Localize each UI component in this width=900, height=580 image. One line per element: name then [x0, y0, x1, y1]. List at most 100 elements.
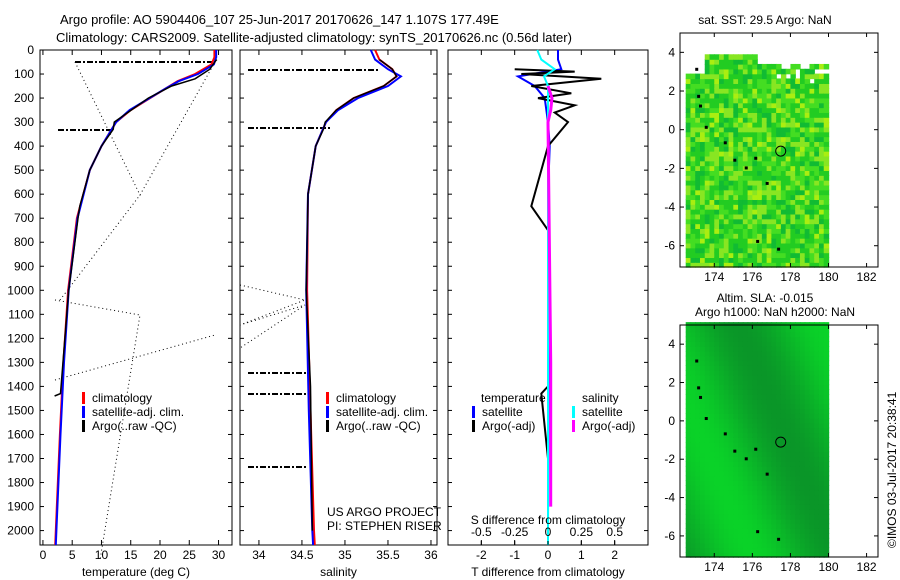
map-cell	[742, 160, 749, 167]
map-cell	[742, 68, 749, 75]
map-cell	[818, 242, 825, 249]
map-cell	[780, 480, 787, 486]
map-cell	[738, 150, 744, 157]
map-cell	[818, 422, 825, 429]
map-cell	[728, 117, 734, 123]
map-cell	[723, 413, 730, 419]
map-cell	[823, 374, 830, 381]
s-diff-argo-line	[546, 85, 554, 507]
map-cell	[709, 59, 715, 65]
map-cell	[728, 233, 734, 239]
map-cell	[695, 160, 701, 167]
map-cell	[766, 228, 773, 234]
map-cell	[752, 355, 758, 362]
map-cell	[723, 465, 730, 472]
map-cell	[704, 155, 711, 162]
map-cell	[704, 465, 711, 472]
map-cell	[719, 441, 725, 448]
map-cell	[790, 233, 796, 239]
map-cell	[785, 350, 792, 357]
map-cell	[814, 252, 820, 259]
map-cell	[723, 547, 730, 553]
map-cell	[728, 451, 734, 458]
map-cell	[733, 533, 739, 539]
map-cell	[747, 523, 754, 529]
map-cell	[699, 97, 706, 104]
map-cell	[780, 228, 787, 234]
map-cell	[695, 360, 701, 366]
map-cell	[804, 341, 811, 347]
map-cell	[704, 223, 711, 230]
map-cell	[818, 446, 825, 453]
map-cell	[790, 242, 796, 249]
map-cell	[757, 165, 763, 171]
map-cell	[728, 408, 734, 414]
map-cell	[738, 504, 744, 510]
map-cell	[814, 537, 820, 544]
map-cell	[776, 494, 782, 501]
map-cell	[742, 262, 749, 268]
map-cell	[809, 73, 815, 80]
map-cell	[757, 379, 763, 386]
map-cell	[818, 461, 825, 467]
map-cell	[699, 102, 706, 109]
map-cell	[704, 54, 711, 60]
map-cell	[790, 427, 796, 434]
map-cell	[709, 365, 715, 371]
map-cell	[747, 379, 754, 386]
map-cell	[699, 194, 706, 201]
map-cell	[714, 189, 720, 196]
map-cell	[685, 398, 692, 405]
map-cell	[814, 228, 820, 234]
map-cell	[809, 408, 815, 414]
map-cell	[804, 262, 811, 268]
map-cell	[685, 179, 692, 186]
map-cell	[690, 441, 696, 448]
map-cell	[695, 413, 701, 419]
map-cell	[809, 233, 815, 239]
map-cell	[685, 489, 692, 496]
map-cell	[814, 131, 820, 138]
map-cell	[814, 112, 820, 118]
map-cell	[695, 189, 701, 196]
map-cell	[818, 208, 825, 215]
map-cell	[799, 509, 806, 515]
map-cell	[723, 441, 730, 448]
map-cell	[814, 194, 820, 201]
map-cell	[814, 170, 820, 176]
map-cell	[738, 175, 744, 181]
map-cell	[795, 126, 801, 133]
map-cell	[714, 451, 720, 458]
map-cell	[799, 194, 806, 201]
map-cell	[742, 394, 749, 400]
map-cell	[766, 533, 773, 539]
map-cell	[738, 461, 744, 467]
map-cell	[804, 150, 811, 157]
map-cell	[699, 523, 706, 529]
map-cell	[790, 126, 796, 133]
map-cell	[728, 208, 734, 215]
map-cell	[733, 102, 739, 109]
map-cell	[714, 513, 720, 520]
map-cell	[761, 509, 768, 515]
map-cell	[699, 513, 706, 520]
map-cell	[709, 126, 715, 133]
map-cell	[699, 126, 706, 133]
map-cell	[785, 189, 792, 196]
map-cell	[790, 465, 796, 472]
map-cell	[719, 78, 725, 84]
map-cell	[685, 228, 692, 234]
map-cell	[699, 252, 706, 259]
map-cell	[776, 175, 782, 181]
map-cell	[752, 184, 758, 191]
map-cell	[723, 470, 730, 477]
map-cell	[795, 199, 801, 205]
map-cell	[704, 179, 711, 186]
map-cell	[704, 485, 711, 491]
map-cell	[814, 242, 820, 249]
map-cell	[728, 68, 734, 75]
map-cell	[795, 465, 801, 472]
map-cell	[709, 112, 715, 118]
map-cell	[814, 370, 820, 376]
legend-s-satellite-label: satellite	[582, 405, 623, 419]
